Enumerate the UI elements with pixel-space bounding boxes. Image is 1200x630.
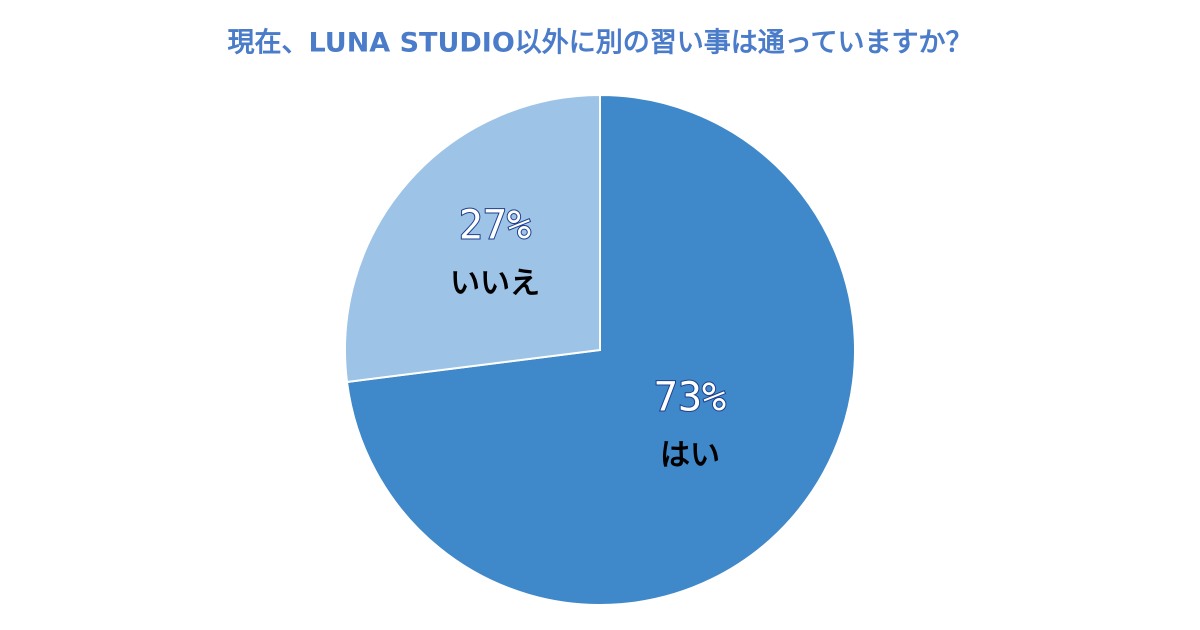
pie-slice: [345, 93, 856, 606]
chart-title: 現在、LUNA STUDIO以外に別の習い事は通っていますか？: [228, 28, 973, 59]
value-label: 27%: [459, 202, 531, 248]
value-label: 73%: [654, 374, 726, 420]
pie-slice: [344, 93, 601, 384]
category-label: はい: [660, 438, 720, 473]
category-label: いいえ: [450, 266, 540, 301]
